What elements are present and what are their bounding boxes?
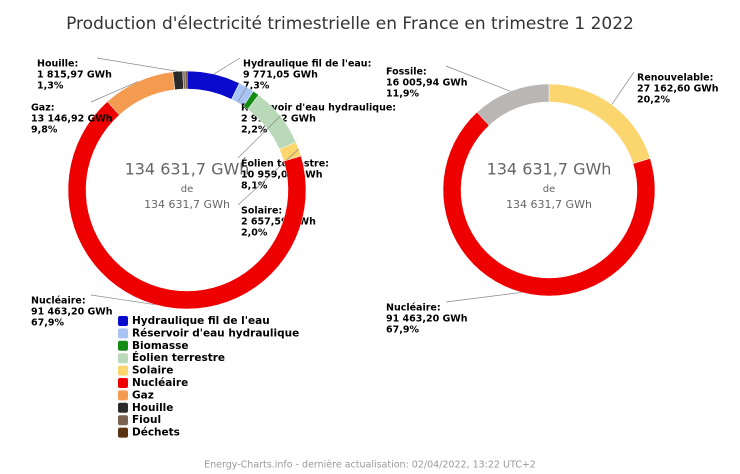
slice-label-percent: 9,8% (31, 125, 58, 136)
slice-label-value: 10 959,06 GWh (241, 170, 323, 181)
legend-swatch (118, 328, 128, 339)
slice-label-value: 9 771,05 GWh (243, 70, 318, 81)
slice-label-value: 91 463,20 GWh (386, 314, 468, 325)
slice-label-name: Réservoir d'eau hydraulique: (241, 103, 396, 114)
leader-line (237, 86, 247, 103)
legend-swatch (118, 353, 128, 364)
center-of: de (543, 184, 556, 195)
legend-label: Solaire (132, 365, 173, 377)
slice-label-value: 27 162,60 GWh (637, 84, 719, 95)
legend-label: Gaz (132, 389, 154, 401)
donut-slice (184, 70, 188, 90)
slice-label-percent: 11,9% (386, 89, 419, 100)
center-total: 134 631,7 GWh (144, 198, 230, 211)
slice-label-name: Hydraulique fil de l'eau: (243, 59, 371, 70)
center-title: 134 631,7 GWh (125, 160, 250, 179)
legend-swatch (118, 402, 128, 413)
leader-line (90, 81, 138, 103)
leader-line (445, 65, 511, 92)
slice-label-percent: 20,2% (637, 95, 670, 106)
legend-label: Hydraulique fil de l'eau (132, 315, 270, 327)
legend-swatch (118, 365, 128, 376)
slice-label-percent: 1,3% (37, 81, 64, 92)
legend-swatch (118, 415, 128, 426)
legend-label: Biomasse (132, 340, 188, 352)
slice-label-percent: 67,9% (386, 325, 419, 336)
legend-label: Éolien terrestre (132, 351, 225, 364)
slice-label-name: Nucléaire: (31, 296, 86, 307)
legend-label: Houille (132, 402, 173, 414)
slice-label-percent: 67,9% (31, 318, 64, 329)
slice-label-percent: 2,2% (241, 125, 268, 136)
legend-swatch (118, 378, 128, 388)
legend-label: Réservoir d'eau hydraulique (132, 327, 299, 339)
legend-label: Déchets (132, 427, 180, 439)
slice-label-value: 16 005,94 GWh (386, 78, 468, 89)
donut-slice (186, 70, 240, 100)
slice-label-name: Nucléaire: (386, 303, 441, 314)
slice-label-name: Renouvelable: (637, 73, 713, 84)
donut-slice (476, 83, 550, 126)
leader-line (611, 71, 635, 105)
leader-line (96, 57, 178, 72)
donut-slice (172, 70, 184, 91)
legend-swatch (118, 427, 128, 438)
slice-label-name: Fossile: (386, 67, 427, 78)
center-total: 134 631,7 GWh (506, 198, 592, 211)
legend-label: Fioul (132, 414, 161, 426)
center-of: de (181, 184, 194, 195)
slice-label-value: 2 657,59 GWh (241, 217, 316, 228)
leader-line (237, 148, 299, 206)
center-title: 134 631,7 GWh (487, 160, 612, 179)
slice-label-value: 1 815,97 GWh (37, 70, 112, 81)
donut-slice (106, 71, 176, 116)
slice-label-value: 91 463,20 GWh (31, 307, 113, 318)
slice-label-percent: 7,3% (243, 81, 270, 92)
slice-label-name: Gaz: (31, 103, 55, 114)
donut-slice (442, 111, 656, 297)
leader-line (90, 294, 155, 305)
slice-label-percent: 8,1% (241, 181, 268, 192)
legend-swatch (118, 340, 128, 351)
slice-label-value: 13 146,92 GWh (31, 114, 113, 125)
donut-slice (548, 83, 651, 165)
leader-line (445, 292, 522, 303)
footer: Energy-Charts.info - dernière actualisat… (204, 460, 536, 471)
legend-swatch (118, 390, 128, 401)
chart-title: Production d'électricité trimestrielle e… (66, 14, 634, 34)
leader-line (213, 57, 241, 75)
slice-label-percent: 2,0% (241, 228, 268, 239)
slice-label-name: Solaire: (241, 206, 282, 217)
slice-label-name: Houille: (37, 59, 78, 70)
legend-label: Nucléaire (132, 377, 188, 389)
donut-slice (67, 101, 307, 310)
legend-swatch (118, 316, 128, 326)
leader-line (237, 115, 281, 159)
